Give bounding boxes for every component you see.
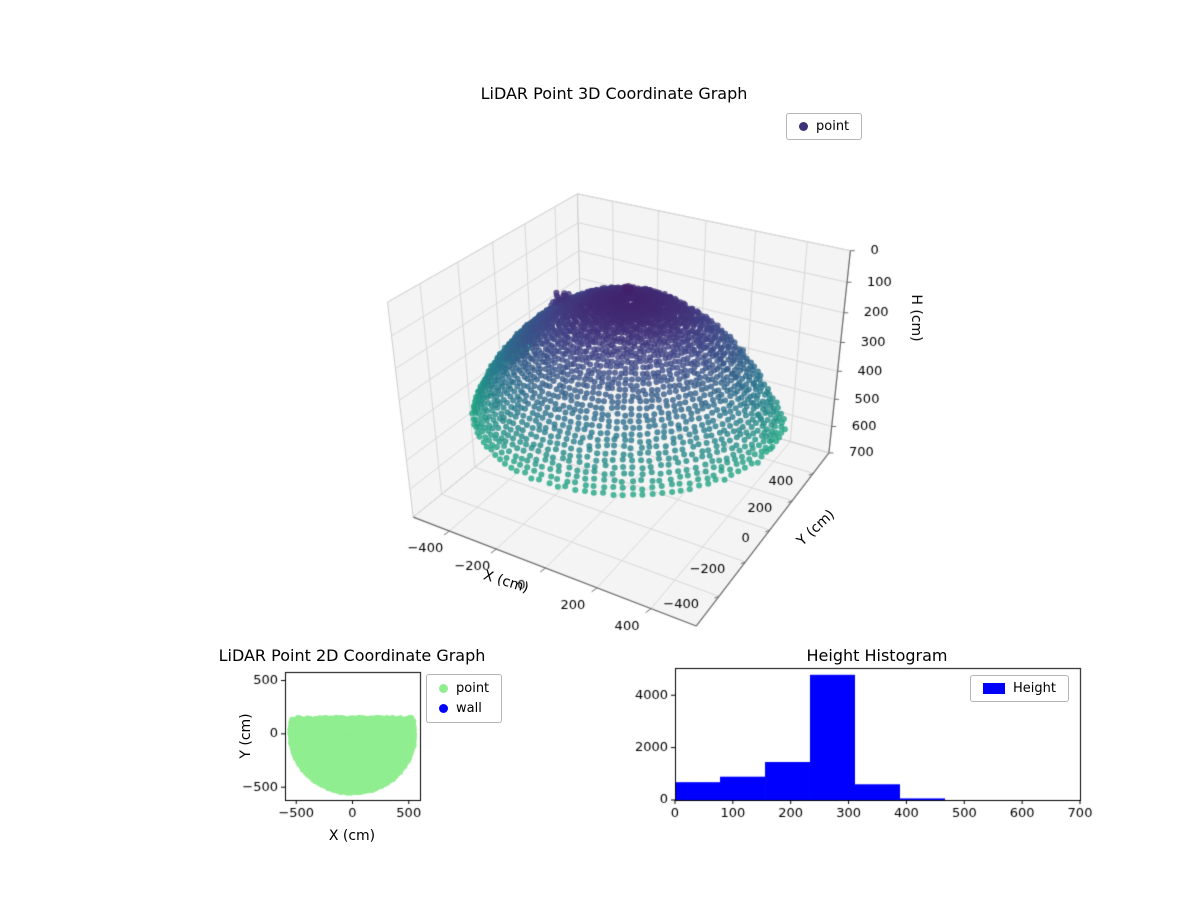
point-legend-marker (799, 122, 808, 131)
histogram-legend: Height (970, 675, 1069, 702)
plot2d-title: LiDAR Point 2D Coordinate Graph (218, 646, 486, 665)
point-legend-label: point (816, 119, 850, 134)
height-legend-label: Height (1013, 681, 1056, 696)
point2d-legend-marker (439, 684, 448, 693)
histogram-title: Height Histogram (806, 646, 948, 665)
plot2d-ylabel: Y (cm) (238, 713, 254, 759)
wall-legend-label: wall (456, 701, 482, 716)
plot2d-legend: point wall (426, 674, 503, 723)
point2d-legend-label: point (456, 681, 490, 696)
plot3d-legend: point (786, 113, 863, 140)
plot2d-xlabel: X (cm) (328, 828, 376, 844)
plot2d-legend-wall-row: wall (439, 701, 482, 716)
plot3d-zlabel: H (cm) (908, 294, 924, 342)
plot2d-legend-point-row: point (439, 681, 489, 696)
plot3d-title: LiDAR Point 3D Coordinate Graph (480, 84, 748, 103)
height-legend-patch (983, 683, 1005, 694)
wall-legend-marker (439, 704, 448, 713)
